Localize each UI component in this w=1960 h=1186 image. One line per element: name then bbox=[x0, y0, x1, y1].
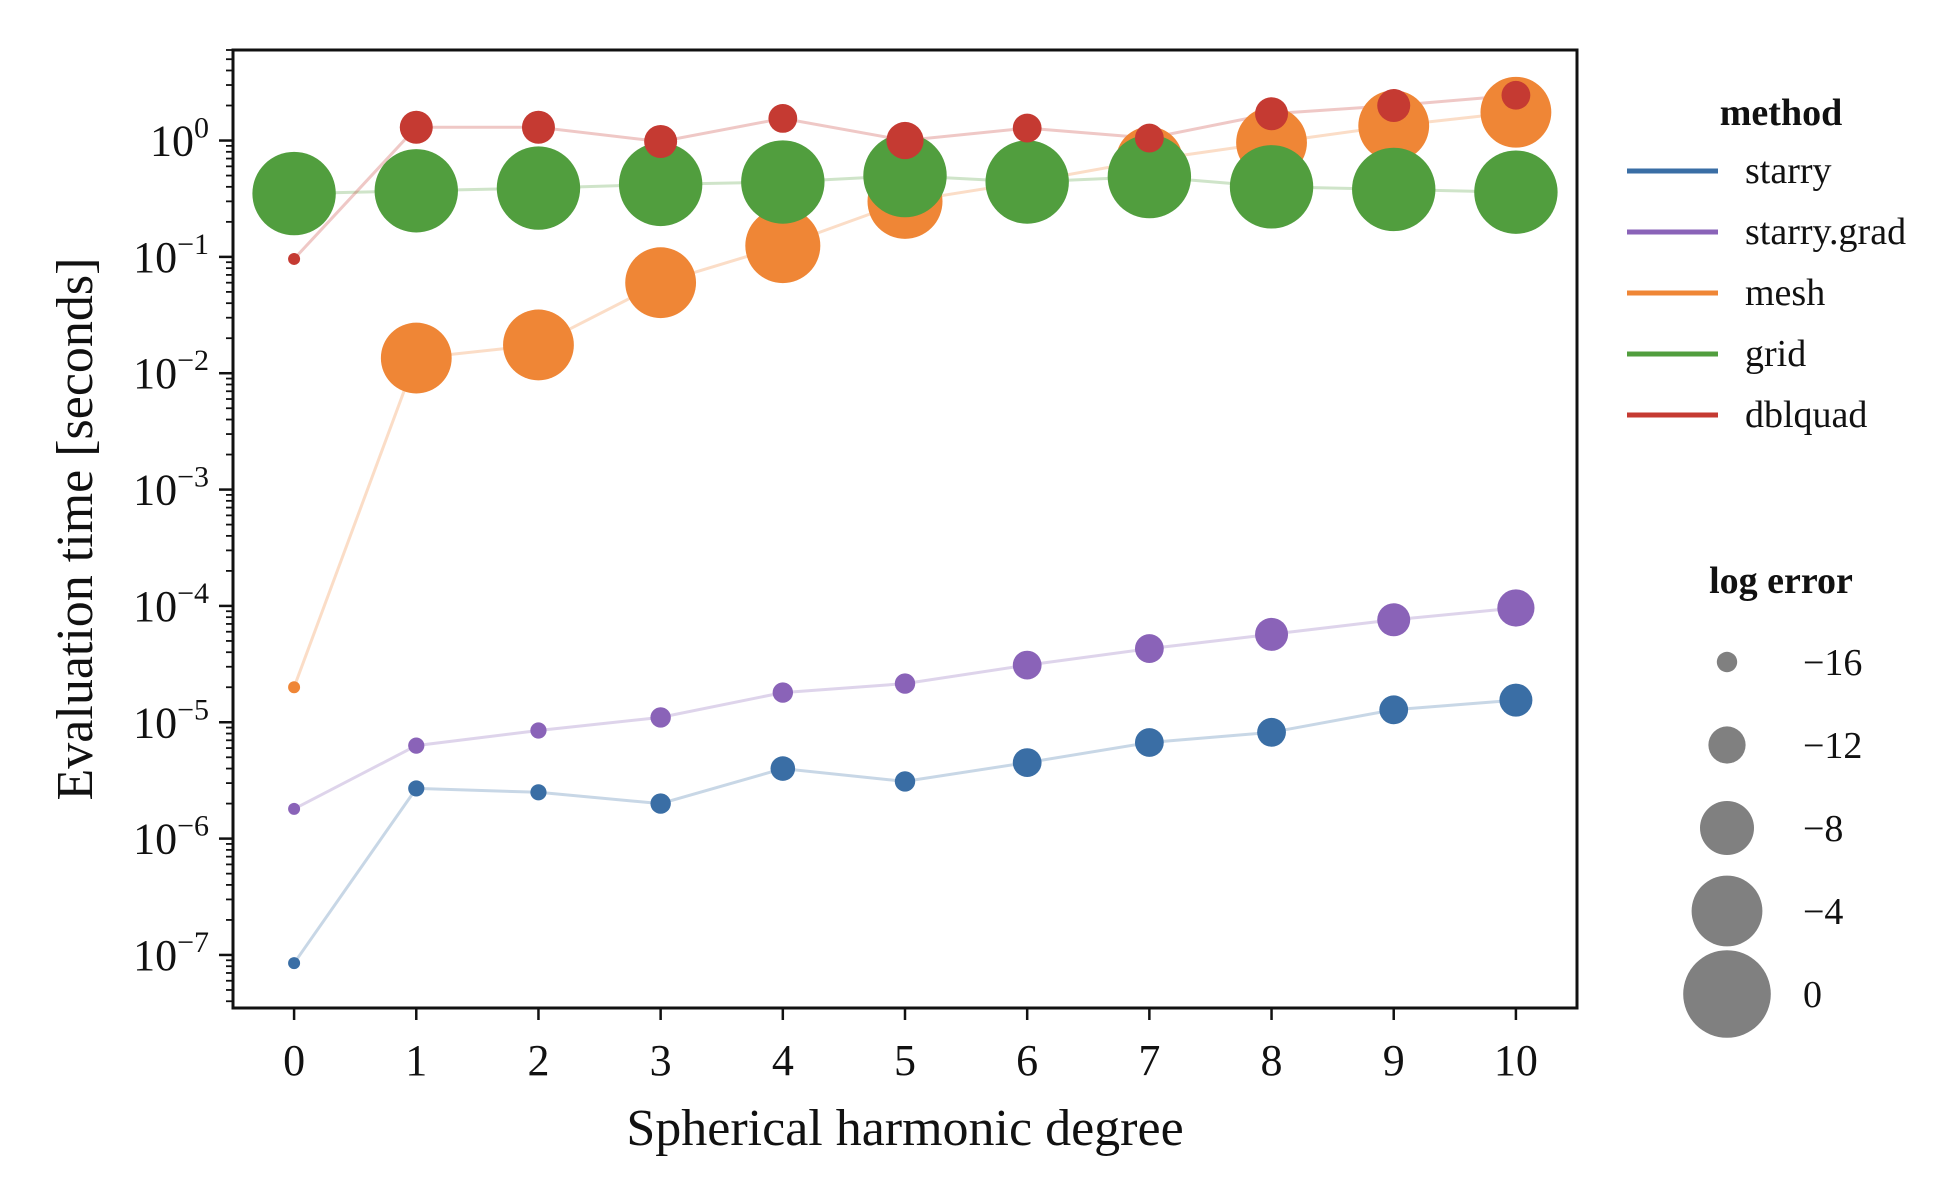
data-point-dblquad bbox=[1501, 80, 1531, 110]
data-point-starry bbox=[1134, 728, 1164, 757]
legend-size-label: −4 bbox=[1803, 891, 1843, 933]
y-axis: 100 10−1 10−2 10−3 10−4 10−5 10−6 10−7 bbox=[133, 49, 233, 1003]
data-point-starry.grad bbox=[894, 673, 916, 694]
x-tick-label: 8 bbox=[1261, 1036, 1283, 1085]
legend-method-title: method bbox=[1720, 92, 1842, 134]
data-point-starry.grad bbox=[408, 737, 425, 754]
y-tick-label: 10−7 bbox=[133, 926, 209, 980]
data-point-grid bbox=[618, 142, 703, 227]
data-point-starry.grad bbox=[772, 682, 794, 703]
legend: method starrystarry.gradmeshgriddblquad … bbox=[1627, 92, 1906, 1038]
data-point-starry bbox=[288, 957, 301, 970]
legend-label-starry: starry bbox=[1745, 150, 1832, 192]
data-point-dblquad bbox=[886, 121, 924, 160]
data-point-dblquad bbox=[1134, 123, 1164, 153]
y-axis-title: Evaluation time [seconds] bbox=[47, 258, 104, 801]
x-tick-label: 7 bbox=[1138, 1036, 1160, 1085]
data-point-starry.grad bbox=[1255, 617, 1289, 651]
data-point-starry bbox=[408, 780, 425, 797]
data-point-dblquad bbox=[288, 252, 301, 265]
legend-size-label: 0 bbox=[1803, 974, 1822, 1016]
x-tick-label: 6 bbox=[1016, 1036, 1038, 1085]
x-tick-label: 1 bbox=[405, 1036, 427, 1085]
data-point-starry.grad bbox=[530, 722, 547, 739]
data-point-starry bbox=[1379, 695, 1409, 725]
legend-method-entries: starry starry.grad mesh grid dblquad bbox=[1627, 150, 1906, 436]
y-tick-label: 10−1 bbox=[133, 228, 209, 282]
data-point-grid bbox=[1107, 134, 1192, 219]
data-point-mesh bbox=[380, 322, 452, 394]
legend-size-marker bbox=[1716, 651, 1738, 673]
data-point-starry bbox=[1257, 717, 1286, 747]
legend-size-label: −12 bbox=[1803, 725, 1862, 767]
legend-size-title: log error bbox=[1709, 560, 1853, 602]
data-point-starry.grad bbox=[1134, 634, 1164, 663]
legend-size-label: −8 bbox=[1803, 808, 1843, 850]
data-point-starry bbox=[1499, 683, 1533, 717]
data-point-dblquad bbox=[399, 110, 433, 144]
data-point-grid bbox=[252, 151, 336, 236]
data-point-grid bbox=[1352, 147, 1436, 232]
data-point-starry.grad bbox=[1377, 603, 1411, 637]
x-tick-label: 2 bbox=[527, 1036, 549, 1085]
data-point-starry bbox=[770, 756, 796, 781]
legend-label-mesh: mesh bbox=[1745, 272, 1825, 314]
data-point-starry bbox=[530, 784, 547, 801]
data-point-starry.grad bbox=[288, 802, 301, 815]
y-tick-label: 10−3 bbox=[133, 461, 209, 515]
x-tick-label: 3 bbox=[650, 1036, 672, 1085]
data-point-dblquad bbox=[1012, 113, 1042, 143]
x-axis: 0 1 2 3 4 5 6 7 8 9 10 bbox=[283, 1008, 1538, 1085]
y-tick-label: 10−5 bbox=[133, 693, 209, 747]
data-point-grid bbox=[374, 149, 458, 233]
data-point-grid bbox=[1474, 150, 1558, 234]
data-point-mesh bbox=[1358, 90, 1430, 162]
data-point-mesh bbox=[745, 208, 821, 284]
data-point-dblquad bbox=[1255, 97, 1289, 131]
legend-size-marker bbox=[1700, 801, 1754, 855]
x-axis-title: Spherical harmonic degree bbox=[626, 1100, 1183, 1157]
legend-label-starry.grad: starry.grad bbox=[1745, 211, 1906, 253]
y-tick-label: 10−2 bbox=[133, 344, 209, 398]
data-point-starry bbox=[650, 793, 671, 814]
data-point-dblquad bbox=[1377, 89, 1411, 123]
data-point-dblquad bbox=[644, 125, 678, 159]
legend-size-marker bbox=[1708, 726, 1746, 764]
data-point-starry.grad bbox=[650, 707, 671, 728]
legend-size-label: −16 bbox=[1803, 642, 1862, 684]
data-point-grid bbox=[985, 140, 1069, 224]
data-point-grid bbox=[741, 140, 825, 224]
data-point-mesh bbox=[288, 681, 301, 694]
data-point-grid bbox=[1229, 145, 1314, 229]
data-point-starry bbox=[894, 771, 916, 792]
y-tick-label: 10−4 bbox=[133, 577, 209, 631]
data-point-mesh bbox=[503, 309, 574, 381]
legend-size-marker bbox=[1691, 875, 1763, 947]
x-tick-label: 0 bbox=[283, 1036, 305, 1085]
data-point-grid bbox=[496, 146, 581, 230]
y-tick-label: 100 bbox=[150, 112, 209, 166]
x-tick-label: 10 bbox=[1494, 1036, 1538, 1085]
data-point-dblquad bbox=[521, 110, 555, 144]
data-point-mesh bbox=[1480, 76, 1552, 148]
legend-label-grid: grid bbox=[1745, 333, 1806, 375]
legend-size-marker bbox=[1683, 950, 1771, 1038]
x-tick-label: 4 bbox=[772, 1036, 794, 1085]
legend-size-entries: −16 −12 −8 −4 0 bbox=[1683, 642, 1862, 1038]
y-tick-label: 10−6 bbox=[133, 810, 209, 864]
x-tick-label: 9 bbox=[1383, 1036, 1405, 1085]
data-point-mesh bbox=[625, 247, 697, 319]
x-tick-label: 5 bbox=[894, 1036, 916, 1085]
data-point-grid bbox=[863, 133, 947, 218]
data-point-starry.grad bbox=[1497, 589, 1535, 627]
legend-label-dblquad: dblquad bbox=[1745, 394, 1867, 436]
data-point-starry.grad bbox=[1012, 650, 1042, 680]
data-point-dblquad bbox=[768, 103, 798, 133]
series-markers bbox=[252, 76, 1558, 970]
data-point-starry bbox=[1012, 748, 1042, 778]
